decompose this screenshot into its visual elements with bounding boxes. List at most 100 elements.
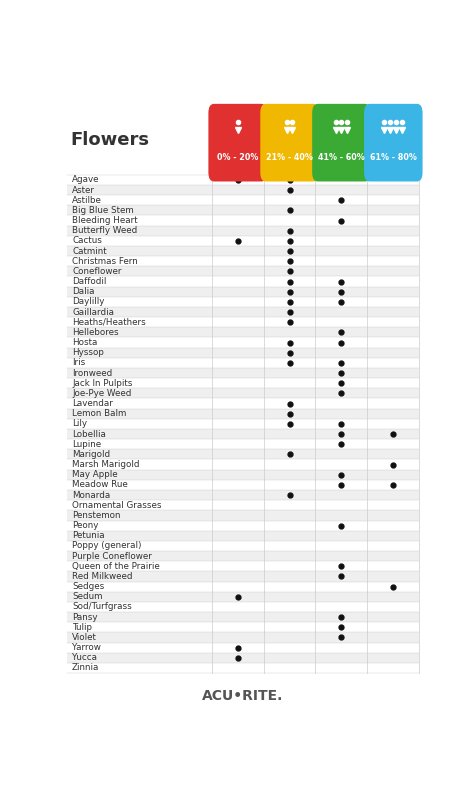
- Bar: [66, 418, 419, 429]
- Bar: [66, 449, 419, 460]
- Bar: [66, 592, 419, 602]
- Bar: [66, 215, 419, 225]
- Bar: [66, 195, 419, 206]
- Bar: [66, 287, 419, 297]
- Text: Daffodil: Daffodil: [72, 277, 107, 286]
- Text: Sedges: Sedges: [72, 582, 104, 591]
- Text: Penstemon: Penstemon: [72, 511, 120, 520]
- Bar: [66, 572, 419, 581]
- Bar: [66, 399, 419, 409]
- Text: Aster: Aster: [72, 186, 95, 195]
- Text: Tulip: Tulip: [72, 622, 92, 632]
- Text: Dalia: Dalia: [72, 287, 95, 296]
- Bar: [66, 368, 419, 378]
- Bar: [66, 185, 419, 195]
- Bar: [66, 511, 419, 521]
- Text: Lily: Lily: [72, 419, 87, 429]
- Bar: [66, 317, 419, 327]
- Text: Monarda: Monarda: [72, 491, 110, 499]
- Bar: [66, 490, 419, 500]
- Text: Red Milkweed: Red Milkweed: [72, 572, 133, 581]
- Text: Daylilly: Daylilly: [72, 298, 104, 306]
- Bar: [66, 653, 419, 663]
- Bar: [66, 276, 419, 287]
- Text: Lobellia: Lobellia: [72, 430, 106, 438]
- Text: Hosta: Hosta: [72, 338, 98, 347]
- Text: 0% - 20%: 0% - 20%: [217, 153, 258, 162]
- Bar: [66, 307, 419, 317]
- Text: Lavendar: Lavendar: [72, 399, 113, 408]
- Text: Marigold: Marigold: [72, 450, 110, 459]
- Text: Agave: Agave: [72, 175, 100, 184]
- Bar: [66, 236, 419, 246]
- Bar: [66, 480, 419, 490]
- Text: 61% - 80%: 61% - 80%: [370, 153, 417, 162]
- Text: Astilbe: Astilbe: [72, 195, 102, 205]
- Text: Catmint: Catmint: [72, 246, 107, 256]
- Text: Petunia: Petunia: [72, 531, 105, 540]
- Bar: [66, 206, 419, 215]
- Text: Sod/Turfgrass: Sod/Turfgrass: [72, 603, 132, 611]
- Text: Peony: Peony: [72, 521, 99, 530]
- Text: Cactus: Cactus: [72, 237, 102, 245]
- Text: Poppy (general): Poppy (general): [72, 542, 142, 550]
- FancyBboxPatch shape: [260, 104, 319, 182]
- Text: May Apple: May Apple: [72, 470, 118, 480]
- Text: Yucca: Yucca: [72, 653, 97, 662]
- Text: Gaillardia: Gaillardia: [72, 307, 114, 317]
- FancyBboxPatch shape: [312, 104, 371, 182]
- Bar: [66, 429, 419, 439]
- Text: ACU•RITE.: ACU•RITE.: [202, 688, 283, 703]
- Bar: [66, 500, 419, 511]
- Text: Iris: Iris: [72, 358, 85, 368]
- Text: Ironweed: Ironweed: [72, 368, 112, 378]
- Text: Hyssop: Hyssop: [72, 349, 104, 357]
- Text: Jack In Pulpits: Jack In Pulpits: [72, 379, 132, 387]
- Bar: [66, 225, 419, 236]
- Bar: [66, 602, 419, 612]
- Text: Bleeding Heart: Bleeding Heart: [72, 216, 138, 225]
- Text: Butterfly Weed: Butterfly Weed: [72, 226, 137, 235]
- Text: Big Blue Stem: Big Blue Stem: [72, 206, 134, 215]
- Text: Pansy: Pansy: [72, 613, 98, 622]
- Bar: [66, 378, 419, 388]
- Bar: [66, 266, 419, 276]
- Bar: [66, 530, 419, 541]
- Text: Christmas Fern: Christmas Fern: [72, 256, 138, 266]
- Bar: [66, 622, 419, 632]
- Bar: [66, 409, 419, 418]
- Text: Sedum: Sedum: [72, 592, 102, 601]
- Text: Meadow Rue: Meadow Rue: [72, 480, 128, 489]
- Text: Flowers: Flowers: [70, 131, 149, 149]
- Bar: [66, 521, 419, 530]
- Text: Marsh Marigold: Marsh Marigold: [72, 460, 140, 469]
- Text: Zinnia: Zinnia: [72, 664, 100, 673]
- Text: Queen of the Prairie: Queen of the Prairie: [72, 562, 160, 571]
- Bar: [66, 358, 419, 368]
- FancyBboxPatch shape: [209, 104, 267, 182]
- Bar: [66, 439, 419, 449]
- Text: Yarrow: Yarrow: [72, 643, 101, 652]
- Bar: [66, 460, 419, 470]
- Text: Ornamental Grasses: Ornamental Grasses: [72, 501, 162, 510]
- Text: Heaths/Heathers: Heaths/Heathers: [72, 318, 146, 326]
- Bar: [66, 348, 419, 358]
- Text: Joe-Pye Weed: Joe-Pye Weed: [72, 389, 131, 398]
- Text: Lupine: Lupine: [72, 440, 101, 449]
- Bar: [66, 561, 419, 572]
- Bar: [66, 470, 419, 480]
- Bar: [66, 581, 419, 592]
- Bar: [66, 541, 419, 551]
- Text: Hellebores: Hellebores: [72, 328, 118, 337]
- Bar: [66, 337, 419, 348]
- Bar: [66, 551, 419, 561]
- FancyBboxPatch shape: [364, 104, 422, 182]
- Bar: [66, 388, 419, 399]
- Bar: [66, 642, 419, 653]
- Text: 21% - 40%: 21% - 40%: [266, 153, 313, 162]
- Bar: [66, 327, 419, 337]
- Bar: [66, 256, 419, 266]
- Text: Purple Coneflower: Purple Coneflower: [72, 552, 152, 561]
- Bar: [66, 246, 419, 256]
- Text: Violet: Violet: [72, 633, 97, 642]
